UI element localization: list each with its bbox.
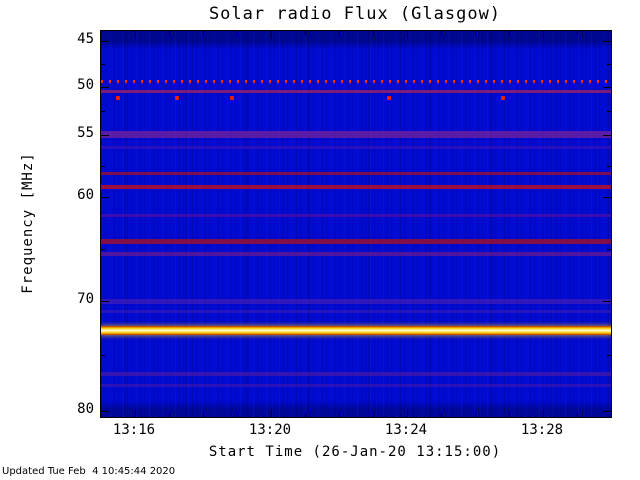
y-axis-minor-tick (607, 355, 611, 356)
frequency-band (101, 252, 611, 256)
x-axis-tick-top (577, 31, 578, 35)
x-axis-tick-top (203, 31, 204, 35)
frequency-band (101, 310, 611, 313)
x-axis-tick-bottom (135, 409, 136, 417)
x-axis-tick-bottom (407, 409, 408, 417)
y-tick-label: 50 (77, 77, 94, 93)
y-axis-tick-left (101, 41, 109, 42)
x-axis-tick-top (407, 31, 408, 39)
x-axis-tick-top (305, 31, 306, 35)
y-axis-tick-right (603, 135, 611, 136)
x-axis-tick-bottom (169, 413, 170, 417)
y-axis-tick-left (101, 135, 109, 136)
x-axis-tick-bottom (543, 409, 544, 417)
y-axis-tick-right (603, 197, 611, 198)
rfi-spot (230, 96, 234, 100)
x-axis-tick-top (271, 31, 272, 39)
y-axis-label: Frequency [MHz] (20, 152, 36, 294)
x-axis-tick-top (373, 31, 374, 35)
x-axis-tick-bottom (373, 413, 374, 417)
y-axis-minor-tick (101, 166, 105, 167)
y-tick-label: 45 (77, 31, 94, 47)
frequency-band (101, 80, 611, 83)
rfi-spot (387, 96, 391, 100)
x-axis-tick-bottom (509, 413, 510, 417)
frequency-band (101, 299, 611, 304)
x-axis-tick-bottom (339, 413, 340, 417)
y-axis-tick-left (101, 301, 109, 302)
y-axis-minor-tick (607, 249, 611, 250)
chart-title: Solar radio Flux (Glasgow) (208, 4, 502, 24)
frequency-band (101, 214, 611, 217)
y-tick-label: 55 (77, 125, 94, 141)
plot-area (100, 30, 612, 418)
x-axis-tick-bottom (441, 413, 442, 417)
y-axis-minor-tick (101, 64, 105, 65)
x-axis-tick-bottom (237, 413, 238, 417)
frequency-band (101, 384, 611, 387)
rfi-spot (501, 96, 505, 100)
x-tick-label: 13:24 (384, 422, 428, 438)
y-axis-minor-tick (101, 249, 105, 250)
update-timestamp: Updated Tue Feb 4 10:45:44 2020 (2, 466, 176, 477)
y-axis-minor-tick (607, 64, 611, 65)
frequency-band (101, 146, 611, 149)
y-axis-tick-left (101, 197, 109, 198)
x-axis-tick-top (339, 31, 340, 35)
frequency-band (101, 90, 611, 93)
noise-overlay (101, 31, 611, 417)
y-axis-minor-tick (607, 111, 611, 112)
x-axis-tick-bottom (203, 413, 204, 417)
x-tick-label: 13:16 (112, 422, 156, 438)
frequency-band (101, 185, 611, 189)
rfi-spot (175, 96, 179, 100)
x-axis-tick-top (441, 31, 442, 35)
frequency-band (101, 131, 611, 138)
x-axis-tick-top (135, 31, 136, 39)
x-axis-tick-top (509, 31, 510, 35)
x-tick-label: 13:20 (248, 422, 292, 438)
x-axis-tick-bottom (305, 413, 306, 417)
x-axis-tick-top (169, 31, 170, 35)
frequency-band (101, 172, 611, 175)
y-tick-label: 70 (77, 291, 94, 307)
y-axis-tick-left (101, 411, 109, 412)
x-tick-label: 13:28 (520, 422, 564, 438)
y-tick-label: 60 (77, 187, 94, 203)
frequency-band (101, 326, 611, 335)
y-axis-tick-left (101, 87, 109, 88)
y-axis-tick-right (603, 301, 611, 302)
y-axis-minor-tick (101, 111, 105, 112)
x-axis-tick-top (543, 31, 544, 39)
y-axis-tick-right (603, 411, 611, 412)
x-axis-tick-top (475, 31, 476, 35)
y-axis-minor-tick (607, 166, 611, 167)
x-axis-tick-bottom (475, 413, 476, 417)
x-axis-label: Start Time (26-Jan-20 13:15:00) (208, 444, 502, 460)
x-axis-tick-top (237, 31, 238, 35)
x-axis-tick-bottom (577, 413, 578, 417)
frequency-band (101, 239, 611, 244)
y-axis-minor-tick (101, 355, 105, 356)
rfi-spot (116, 96, 120, 100)
y-axis-tick-right (603, 87, 611, 88)
x-axis-tick-bottom (271, 409, 272, 417)
y-axis-tick-right (603, 41, 611, 42)
y-tick-label: 80 (77, 401, 94, 417)
frequency-band (101, 372, 611, 376)
